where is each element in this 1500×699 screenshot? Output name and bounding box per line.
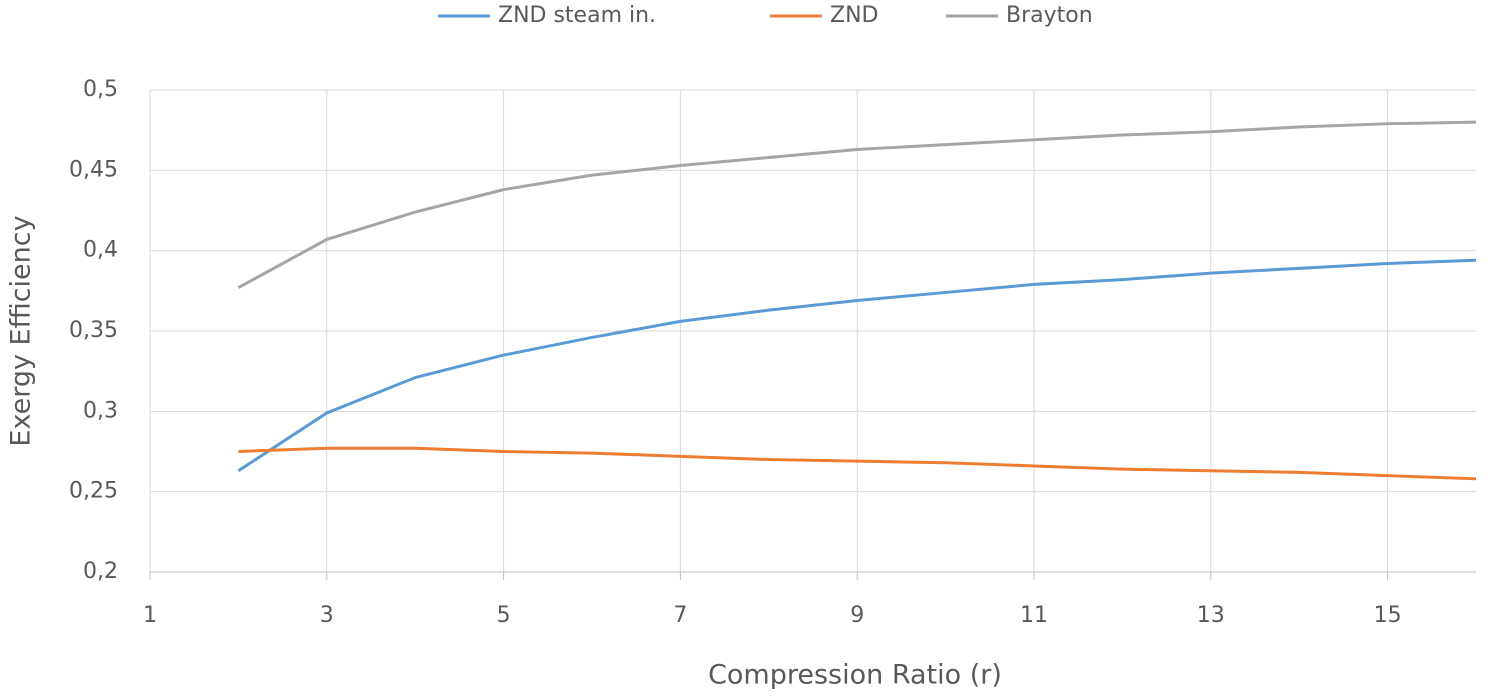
y-axis-title: Exergy Efficiency xyxy=(6,215,37,446)
legend-label: ZND steam in. xyxy=(498,3,656,28)
x-tick-label: 5 xyxy=(497,603,511,628)
line xyxy=(237,258,1477,473)
line xyxy=(238,446,1477,481)
y-tick-label: 0,2 xyxy=(83,559,118,584)
x-tick-label: 3 xyxy=(320,603,334,628)
x-tick-label: 9 xyxy=(850,603,864,628)
x-tick-label: 11 xyxy=(1020,603,1048,628)
line xyxy=(237,120,1477,289)
y-tick-label: 0,45 xyxy=(69,157,118,182)
y-tick-label: 0,3 xyxy=(83,398,118,423)
legend-label: ZND xyxy=(830,3,878,28)
x-tick-label: 1 xyxy=(143,603,157,628)
y-tick-label: 0,35 xyxy=(69,318,118,343)
x-tick-label: 13 xyxy=(1197,603,1225,628)
y-tick-label: 0,25 xyxy=(69,479,118,504)
x-tick-label: 15 xyxy=(1374,603,1402,628)
x-axis-title: Compression Ratio (r) xyxy=(708,660,1002,691)
y-tick-label: 0,5 xyxy=(83,77,118,102)
legend-label: Brayton xyxy=(1006,3,1093,28)
y-tick-label: 0,4 xyxy=(83,238,118,263)
x-tick-label: 7 xyxy=(673,603,687,628)
